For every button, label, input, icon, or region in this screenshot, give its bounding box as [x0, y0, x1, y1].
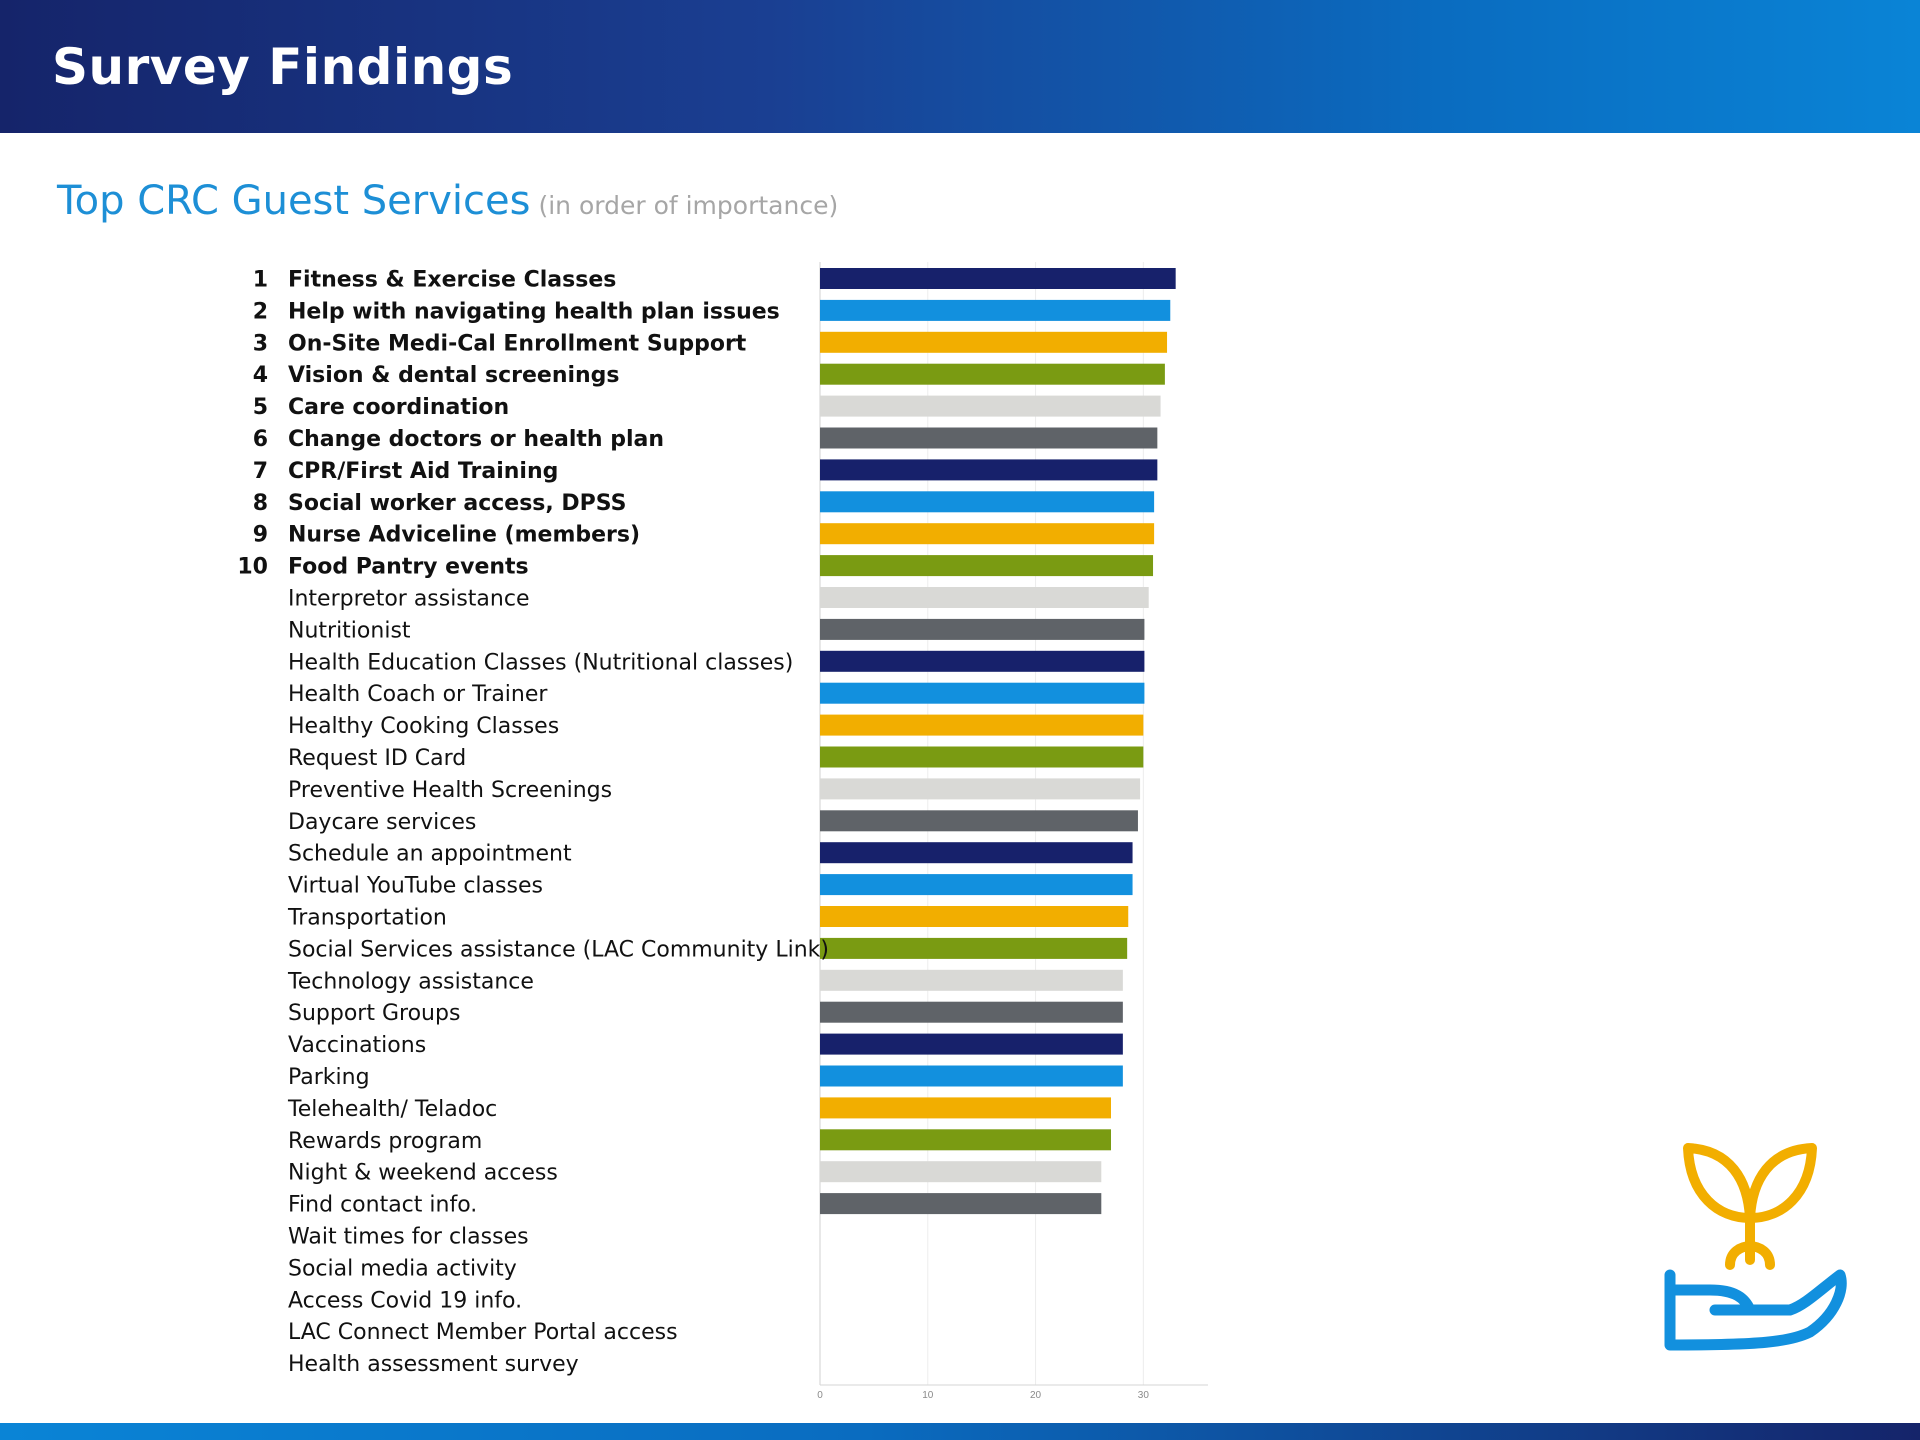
x-tick-label: 30: [1138, 1390, 1150, 1401]
category-labels: 1 Fitness & Exercise Classes 2 Help with na…: [237, 268, 829, 1378]
category-label: Find contact info.: [288, 1193, 477, 1218]
bar: [820, 1161, 1102, 1183]
category-label: Healthy Cooking Classes: [288, 714, 559, 739]
rank-number: 6: [253, 427, 268, 452]
bar: [820, 331, 1168, 353]
bar: [820, 459, 1158, 481]
bar: [820, 587, 1149, 608]
rank-number: 10: [237, 555, 268, 580]
bar: [820, 842, 1133, 864]
bar: [820, 1065, 1123, 1087]
bar: [820, 650, 1145, 672]
bar: [820, 299, 1171, 321]
category-label: Request ID Card: [288, 746, 466, 771]
category-label: Fitness & Exercise Classes: [288, 268, 616, 293]
category-label: Vaccinations: [288, 1033, 426, 1058]
footer-bar: [0, 1423, 1920, 1440]
category-label: Social Services assistance (LAC Communit…: [288, 937, 829, 962]
category-label: Health Coach or Trainer: [288, 682, 548, 707]
bar: [820, 363, 1165, 385]
bar: [820, 1097, 1111, 1119]
bar: [820, 682, 1145, 704]
rank-number: 9: [253, 523, 268, 548]
category-label: Transportation: [287, 906, 447, 931]
category-label: Vision & dental screenings: [288, 363, 620, 388]
x-tick-label: 20: [1030, 1390, 1042, 1401]
category-label: Food Pantry events: [288, 555, 529, 580]
bar: [820, 523, 1155, 545]
rank-number: 1: [253, 268, 268, 293]
rank-number: 2: [253, 299, 268, 324]
chart-heading: Top CRC Guest Services (in order of impor…: [57, 178, 838, 224]
bar: [820, 618, 1145, 640]
rank-number: 5: [253, 395, 268, 420]
x-tick-label: 10: [922, 1390, 934, 1401]
bar: [820, 427, 1158, 449]
bar: [820, 714, 1144, 736]
category-label: Health assessment survey: [288, 1352, 579, 1377]
bar: [820, 555, 1154, 577]
category-label: Preventive Health Screenings: [288, 778, 612, 803]
category-label: Schedule an appointment: [288, 842, 572, 867]
category-label: Support Groups: [288, 1001, 460, 1026]
page-title: Survey Findings: [52, 38, 514, 96]
category-label: Change doctors or health plan: [288, 427, 664, 452]
category-label: CPR/First Aid Training: [288, 459, 558, 484]
category-label: Social worker access, DPSS: [288, 491, 627, 516]
bar: [820, 778, 1141, 800]
bar: [820, 906, 1129, 927]
header-bar: Survey Findings: [0, 0, 1920, 133]
chart-bars: [820, 268, 1176, 1215]
x-axis: 0 10 20 30: [817, 1384, 1208, 1401]
rank-number: 4: [253, 363, 268, 388]
x-tick-label: 0: [817, 1390, 823, 1401]
category-label: Telehealth/ Teladoc: [287, 1097, 497, 1122]
category-label: Interpretor assistance: [288, 587, 529, 612]
rank-number: 8: [253, 491, 268, 516]
category-label: Night & weekend access: [288, 1161, 558, 1186]
category-label: Parking: [288, 1065, 370, 1090]
bar: [820, 810, 1138, 832]
category-label: Social media activity: [288, 1256, 517, 1281]
category-label: On-Site Medi-Cal Enrollment Support: [288, 331, 747, 356]
category-label: Access Covid 19 info.: [288, 1288, 522, 1313]
category-label: Health Education Classes (Nutritional cl…: [288, 650, 793, 675]
bar: [820, 874, 1133, 896]
bar: [820, 1193, 1102, 1215]
bar: [820, 1129, 1111, 1151]
category-label: Technology assistance: [287, 969, 534, 994]
bar: [820, 969, 1123, 991]
bar: [820, 1001, 1123, 1023]
bar: [820, 491, 1155, 513]
bar: [820, 268, 1176, 289]
category-label: LAC Connect Member Portal access: [288, 1320, 678, 1345]
category-label: Nutritionist: [288, 618, 411, 643]
chart-subtitle-note: (in order of importance): [538, 191, 839, 220]
category-label: Rewards program: [288, 1129, 482, 1154]
hand-with-plant-icon: [1664, 1143, 1847, 1351]
bar: [820, 1033, 1123, 1055]
rank-number: 7: [253, 459, 268, 484]
chart-title: Top CRC Guest Services: [57, 178, 531, 224]
category-label: Wait times for classes: [288, 1225, 529, 1250]
category-label: Virtual YouTube classes: [288, 874, 543, 899]
bar: [820, 937, 1128, 959]
bar: [820, 395, 1161, 417]
bar: [820, 746, 1144, 768]
category-label: Daycare services: [288, 810, 476, 835]
category-label: Nurse Adviceline (members): [288, 523, 640, 548]
category-label: Help with navigating health plan issues: [288, 299, 780, 324]
rank-number: 3: [253, 331, 268, 356]
category-label: Care coordination: [288, 395, 509, 420]
